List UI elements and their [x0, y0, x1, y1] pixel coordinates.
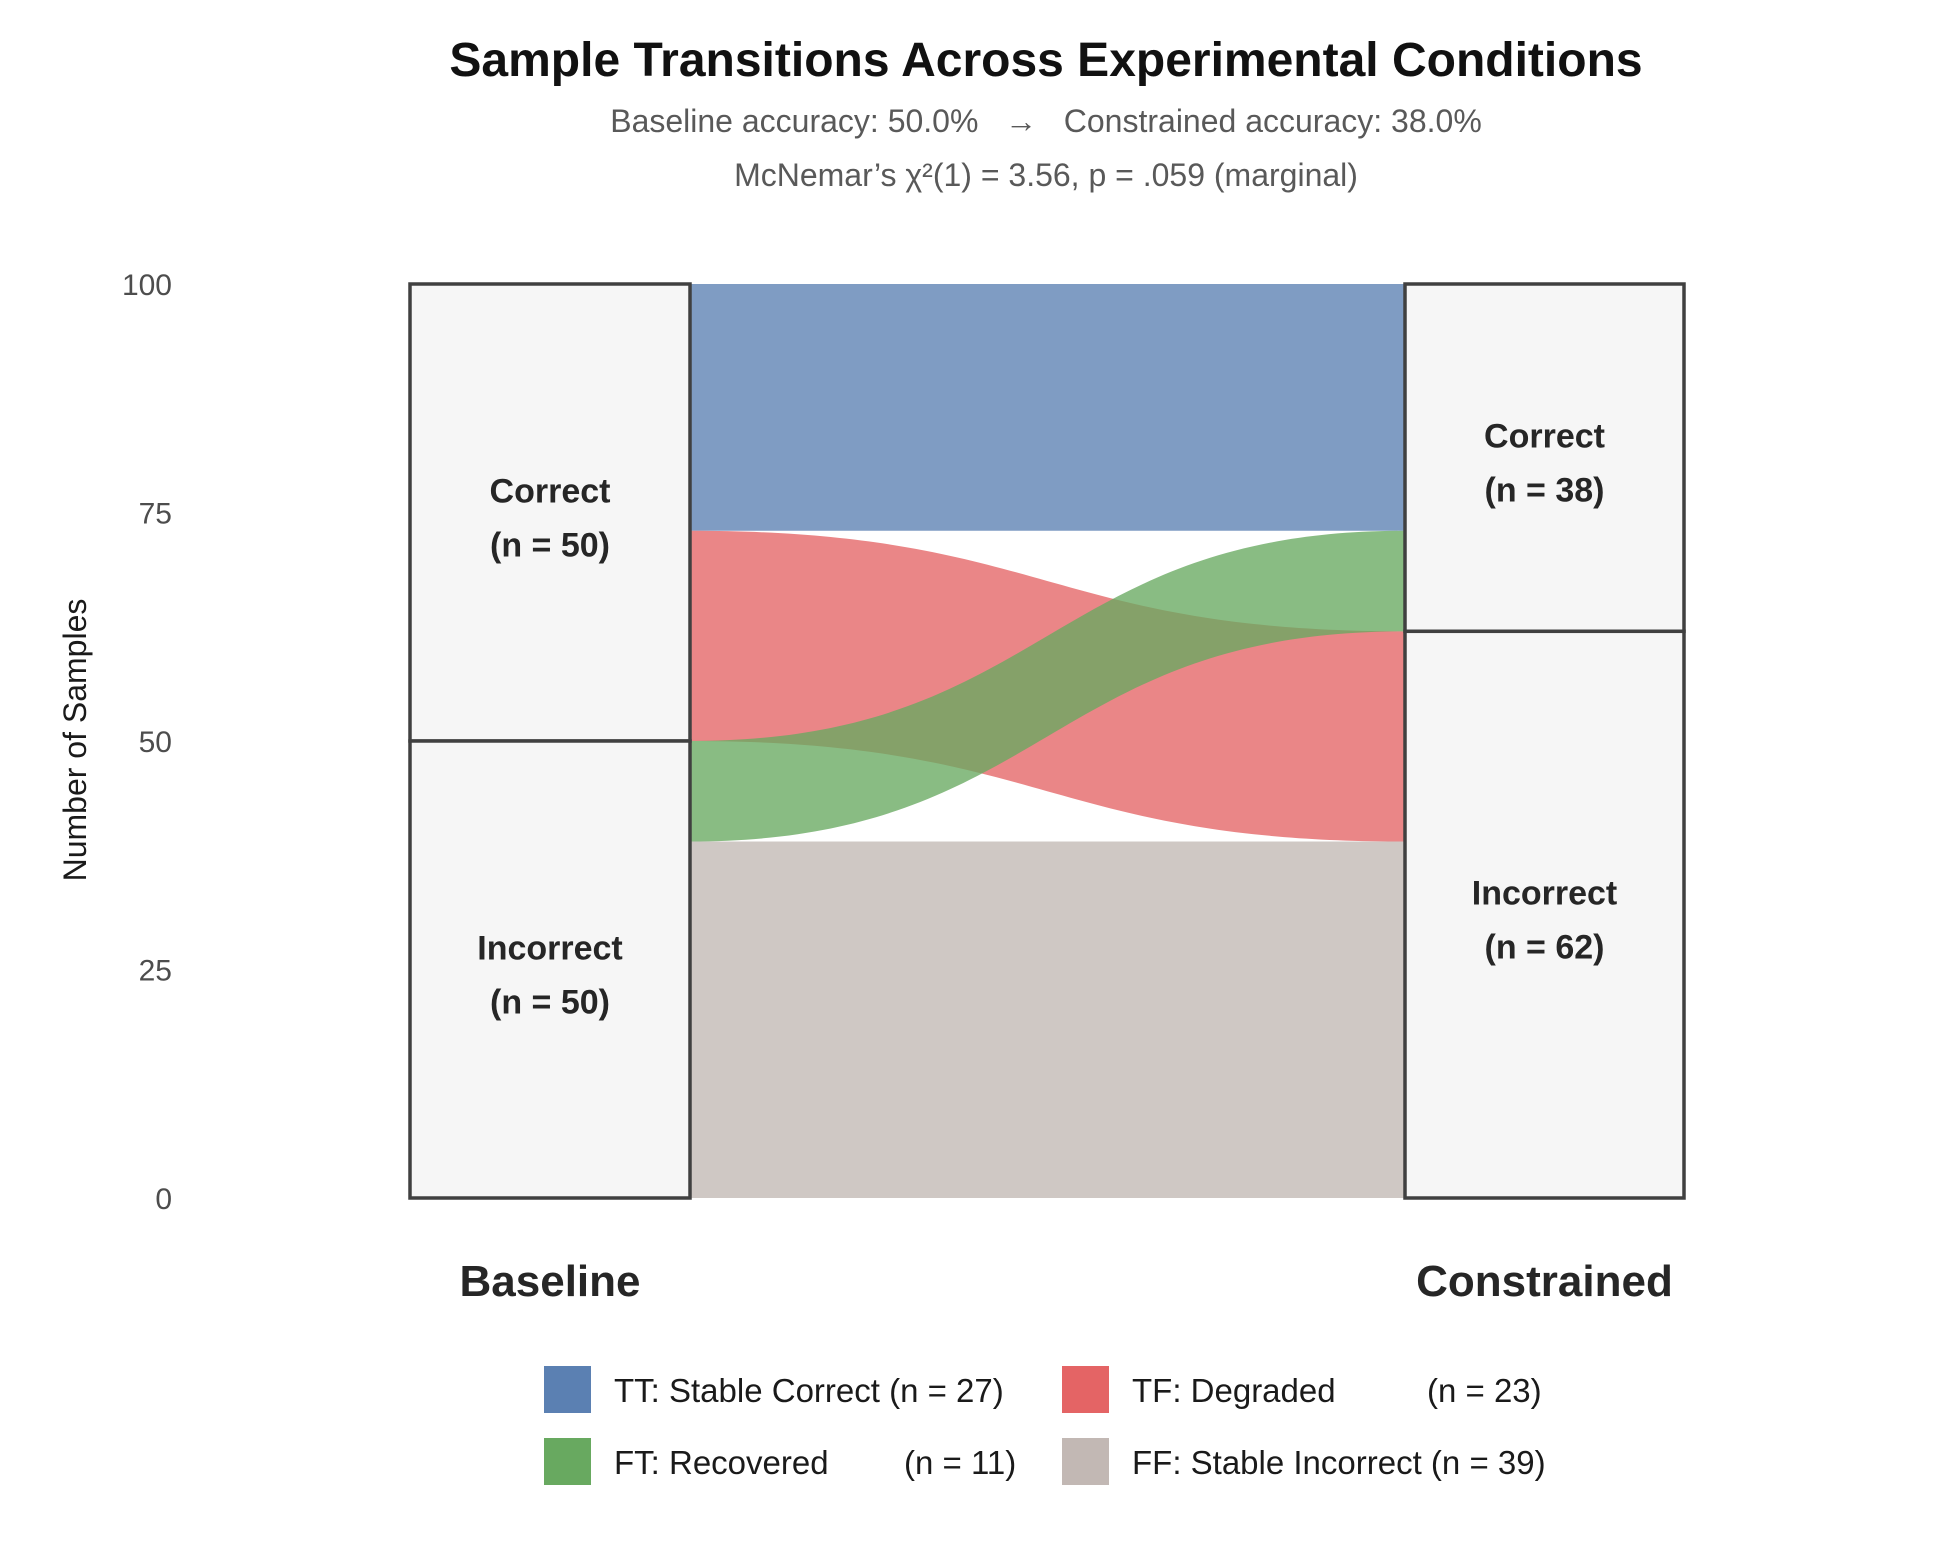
chart-title: Sample Transitions Across Experimental C…: [449, 34, 1642, 87]
legend-swatch-ft: [544, 1438, 591, 1485]
stratum-baseline-incorrect: [408, 739, 692, 1200]
legend-swatch-tt: [544, 1366, 591, 1413]
stratum-constrained-correct: [1403, 282, 1686, 634]
y-axis-label: Number of Samples: [57, 599, 93, 882]
y-tick-label: 0: [155, 1183, 172, 1216]
axis-names: Baseline Constrained: [460, 1257, 1673, 1306]
y-tick-label: 50: [139, 726, 172, 759]
flow-tt: [690, 284, 1405, 531]
stratum-label: Correct: [490, 473, 611, 511]
legend-count-tf: (n = 23): [1427, 1372, 1542, 1409]
stratum-count: (n = 38): [1485, 472, 1605, 510]
stratum-label: Correct: [1484, 418, 1605, 456]
flow-ft: [690, 530, 1405, 842]
y-tick-label: 75: [139, 498, 172, 531]
flow-ff: [690, 841, 1405, 1198]
flows: [690, 284, 1405, 1198]
legend-label-tt: TT: Stable Correct (n = 27): [614, 1372, 1004, 1409]
strata: Correct (n = 50) Incorrect (n = 50) Correct (…: [408, 282, 1686, 1200]
legend-swatch-tf: [1062, 1366, 1109, 1413]
y-tick-label: 100: [122, 269, 172, 302]
y-axis-ticks: 0 25 50 75 100: [122, 269, 172, 1216]
legend-label-ff: FF: Stable Incorrect (n = 39): [1132, 1444, 1546, 1481]
stratum-count: (n = 50): [490, 984, 610, 1022]
stratum-count: (n = 50): [490, 527, 610, 565]
legend-count-ft: (n = 11): [904, 1444, 1016, 1481]
legend: TT: Stable Correct (n = 27) TF: Degraded (…: [544, 1366, 1546, 1485]
stratum-constrained-incorrect: [1403, 629, 1686, 1200]
chart-subtitle-line2: McNemar’s χ²(1) = 3.56, p = .059 (margin…: [734, 157, 1358, 193]
stratum-label: Incorrect: [477, 930, 623, 968]
legend-swatch-ff: [1062, 1438, 1109, 1485]
stratum-count: (n = 62): [1485, 929, 1605, 967]
x-axis-label-baseline: Baseline: [460, 1257, 641, 1306]
legend-label-tf: TF: Degraded: [1132, 1372, 1336, 1409]
stratum-baseline-correct: [408, 282, 692, 743]
chart-subtitle-line1: Baseline accuracy: 50.0% → Constrained a…: [610, 103, 1482, 139]
legend-label-ft: FT: Recovered: [614, 1444, 829, 1481]
y-tick-label: 25: [139, 955, 172, 988]
stratum-label: Incorrect: [1472, 875, 1618, 913]
x-axis-label-constrained: Constrained: [1416, 1257, 1673, 1306]
